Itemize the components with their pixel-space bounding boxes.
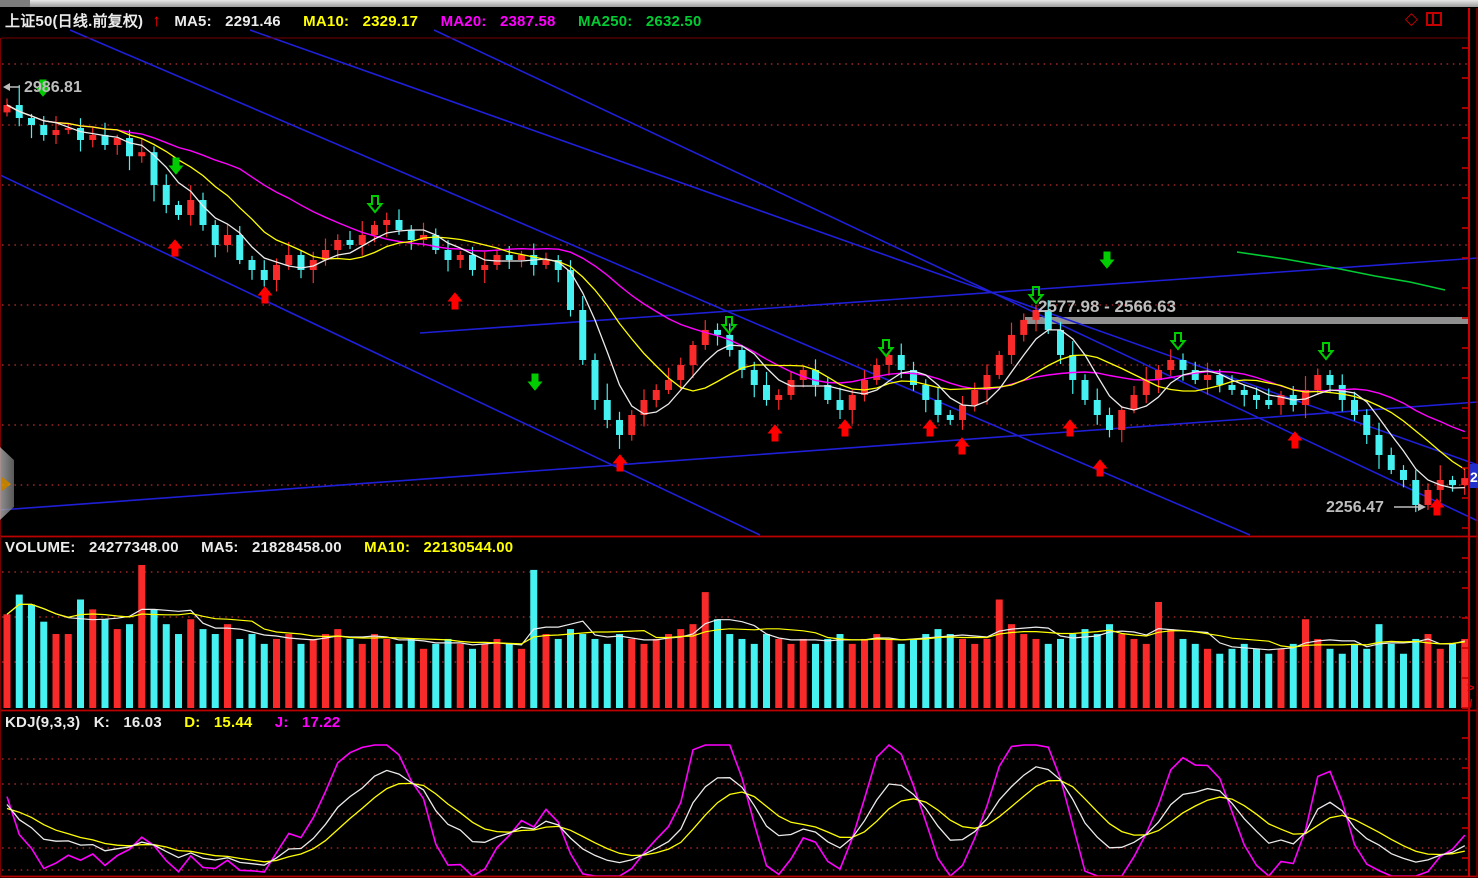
trend-up-arrow-icon: ↑	[152, 11, 161, 30]
kdj-title: KDJ(9,3,3)	[5, 714, 81, 731]
expand-arrow-icon	[2, 476, 11, 491]
volume-header: VOLUME: 24277348.00 MA5: 21828458.00 MA1…	[5, 539, 531, 556]
price-labels: 2986.81 2577.98 - 2566.63 2256.47	[3, 79, 1426, 516]
volume-ma10-readout: MA10: 22130544.00	[364, 539, 514, 556]
svg-text:/: /	[1469, 697, 1473, 711]
trendlines	[0, 29, 1478, 536]
svg-text:2577.98 - 2566.63: 2577.98 - 2566.63	[1038, 297, 1176, 316]
volume-readout: VOLUME: 24277348.00	[5, 539, 179, 556]
volume-ma5-readout: MA5: 21828458.00	[201, 539, 342, 556]
svg-text:2: 2	[1470, 469, 1478, 485]
svg-text:2256.47: 2256.47	[1326, 499, 1384, 516]
gridlines	[2, 63, 1467, 871]
ma20-readout: MA20: 2387.58	[440, 13, 556, 30]
kdj-d-readout: D: 15.44	[184, 714, 253, 731]
svg-text:2986.81: 2986.81	[24, 79, 82, 96]
sidebar-expand-handle[interactable]	[0, 447, 14, 520]
kdj-panel	[6, 743, 1466, 878]
signal-arrows	[35, 79, 1445, 516]
ma250-line	[1236, 251, 1446, 291]
price-ma-lines	[6, 104, 1466, 489]
symbol-label: 上证50(日线.前复权)	[5, 13, 144, 30]
ma5-readout: MA5: 2291.46	[174, 13, 281, 30]
gap-band	[1025, 317, 1469, 324]
price-axis-marker: 2 > /	[1467, 464, 1478, 711]
svg-text:>: >	[1467, 680, 1475, 695]
kdj-header: KDJ(9,3,3) K: 16.03 D: 15.44 J: 17.22	[5, 714, 358, 731]
ma10-readout: MA10: 2329.17	[303, 13, 419, 30]
kdj-k-readout: K: 16.03	[93, 714, 162, 731]
volume-panel	[3, 564, 1469, 708]
diamond-icon[interactable]: ◇	[1404, 9, 1418, 28]
toolbar-edge	[0, 0, 1478, 7]
panel-borders	[0, 8, 1478, 878]
main-chart-panel	[3, 85, 1469, 513]
ma250-readout: MA250: 2632.50	[577, 13, 702, 30]
kdj-j-readout: J: 17.22	[274, 714, 341, 731]
chart-title-bar: 上证50(日线.前复权) ↑ MA5: 2291.46 MA10: 2329.17…	[5, 10, 720, 31]
split-window-icon[interactable]	[1426, 12, 1442, 26]
